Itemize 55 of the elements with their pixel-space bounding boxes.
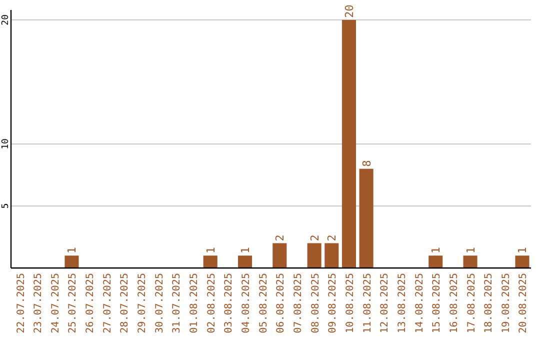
y-tick-label: 20	[1, 14, 11, 26]
bar	[463, 256, 478, 268]
data-label: 2	[274, 234, 287, 242]
x-tick-label: 02.08.2025	[206, 273, 218, 334]
x-tick-label: 18.08.2025	[484, 273, 495, 334]
data-label: 1	[239, 246, 252, 254]
bar	[307, 243, 322, 268]
x-tick-label: 23.07.2025	[33, 273, 44, 334]
data-label: 1	[66, 246, 79, 254]
x-tick-label: 14.08.2025	[414, 273, 426, 334]
x-tick-label: 28.07.2025	[120, 273, 131, 334]
x-tick-label: 15.08.2025	[432, 273, 443, 334]
data-label: 1	[430, 246, 443, 254]
x-tick-label: 29.07.2025	[137, 273, 148, 334]
data-label: 2	[308, 234, 322, 242]
x-tick-label: 09.08.2025	[328, 273, 339, 334]
x-tick-label: 07.08.2025	[292, 273, 304, 334]
x-tick-label: 06.08.2025	[276, 273, 287, 334]
x-tick-label: 20.08.2025	[518, 273, 530, 334]
x-tick-label: 11.08.2025	[362, 273, 374, 334]
x-tick-label: 05.08.2025	[258, 273, 270, 334]
data-label: 1	[204, 246, 218, 254]
x-tick-label: 13.08.2025	[396, 273, 408, 334]
x-tick-label: 01.08.2025	[189, 273, 200, 334]
data-label: 2	[326, 234, 339, 242]
x-tick-label: 08.08.2025	[310, 273, 322, 334]
x-tick-label: 24.07.2025	[50, 273, 62, 334]
x-tick-label: 27.07.2025	[102, 273, 114, 334]
x-tick-label: 22.07.2025	[16, 273, 27, 334]
y-tick-label: 5	[1, 203, 11, 209]
x-tick-label: 17.08.2025	[466, 273, 478, 334]
x-tick-label: 25.07.2025	[68, 273, 79, 334]
bar	[203, 256, 218, 268]
x-tick-label: 31.07.2025	[172, 273, 183, 334]
x-tick-label: 10.08.2025	[344, 273, 356, 334]
bar	[428, 256, 443, 268]
y-tick-label: 10	[1, 138, 11, 150]
x-tick-label: 30.07.2025	[154, 273, 166, 334]
bar	[515, 256, 530, 268]
bar	[272, 243, 287, 268]
bar	[238, 256, 252, 268]
data-label: 20	[342, 4, 356, 18]
x-tick-label: 19.08.2025	[500, 273, 512, 334]
x-tick-label: 03.08.2025	[224, 273, 235, 334]
bar	[359, 168, 374, 268]
x-tick-label: 16.08.2025	[448, 273, 460, 334]
x-tick-label: 12.08.2025	[380, 273, 391, 334]
bar	[64, 256, 79, 268]
data-label: 8	[360, 160, 374, 167]
bar	[342, 20, 356, 268]
bar	[324, 243, 339, 268]
data-label: 1	[516, 246, 530, 254]
x-tick-label: 26.07.2025	[85, 273, 96, 334]
x-tick-label: 04.08.2025	[241, 273, 252, 334]
data-label: 1	[464, 246, 478, 254]
